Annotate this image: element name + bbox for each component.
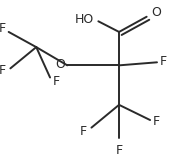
Text: F: F	[160, 55, 167, 68]
Text: F: F	[115, 144, 123, 155]
Text: HO: HO	[75, 13, 94, 26]
Text: F: F	[0, 22, 6, 35]
Text: F: F	[80, 125, 87, 138]
Text: O: O	[151, 7, 161, 19]
Text: O: O	[55, 58, 65, 71]
Text: F: F	[53, 75, 60, 88]
Text: F: F	[0, 64, 6, 77]
Text: F: F	[153, 115, 160, 128]
